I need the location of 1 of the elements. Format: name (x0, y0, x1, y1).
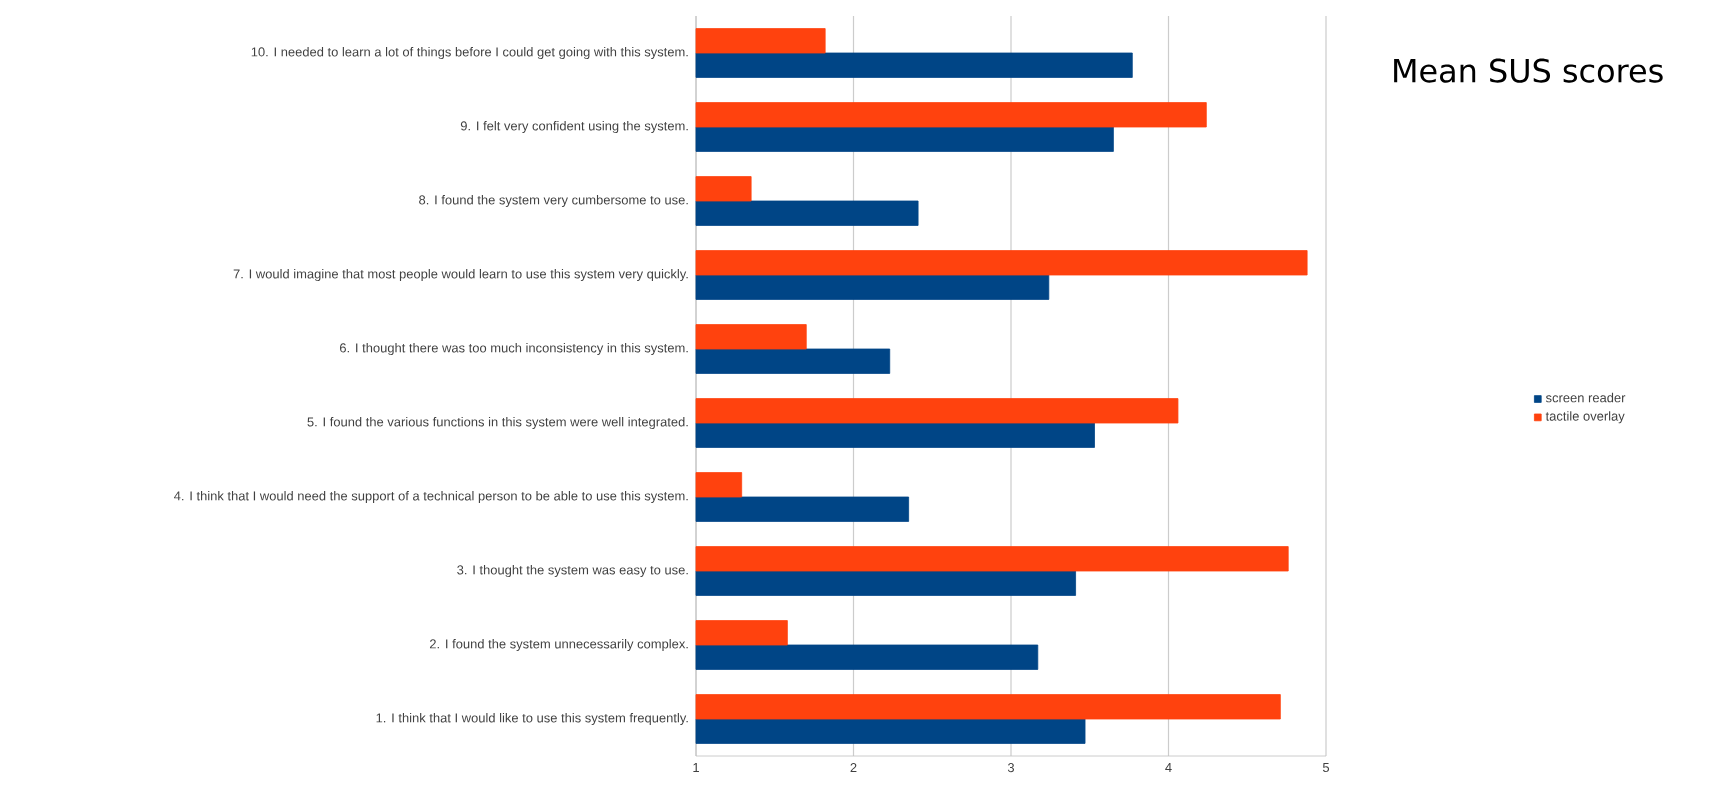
text: Mean SUS scores (1394, 58, 1663, 83)
